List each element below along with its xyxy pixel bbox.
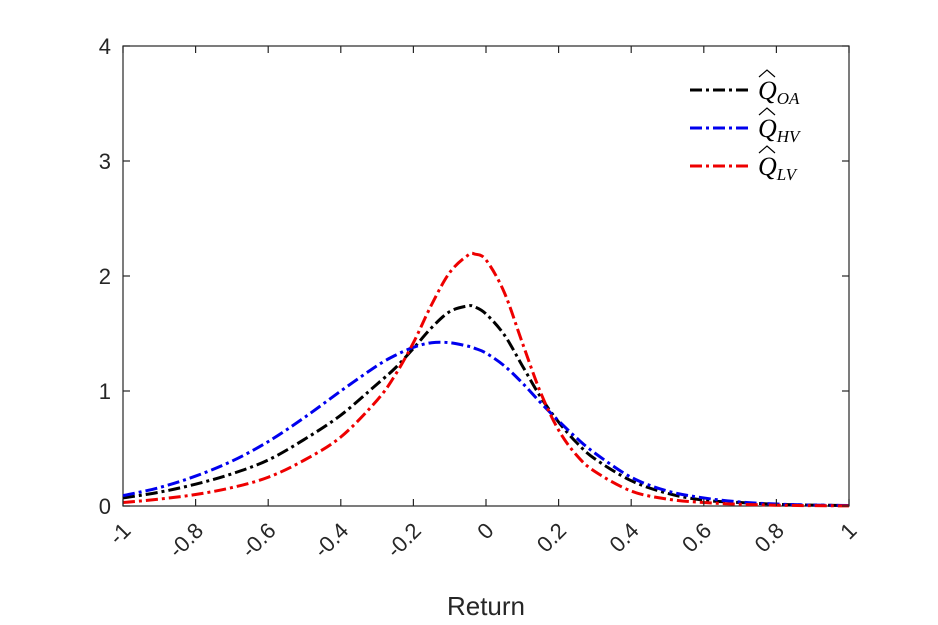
hat-accent: [758, 107, 776, 116]
hat-accent: [758, 69, 776, 78]
y-tick-label: 0: [99, 494, 111, 519]
legend-subscript: LV: [776, 165, 799, 184]
legend-symbol: Q: [758, 76, 777, 105]
x-axis-title: Return: [447, 591, 525, 621]
legend-symbol: Q: [758, 152, 777, 181]
series-line-hv: [122, 340, 850, 508]
y-tick-label: 4: [99, 34, 111, 59]
legend-entry-hv: QHV: [690, 107, 802, 146]
legend-subscript: HV: [776, 127, 802, 146]
series-layer: [122, 251, 850, 508]
series-line-lv: [122, 251, 850, 508]
axes-box: [122, 45, 850, 507]
hat-accent: [758, 145, 776, 154]
legend-entry-oa: QOA: [690, 69, 800, 108]
legend-label: QLV: [758, 152, 799, 184]
y-tick-label: 3: [99, 149, 111, 174]
legend-entry-lv: QLV: [690, 145, 799, 184]
legend-subscript: OA: [777, 89, 800, 108]
y-tick-label: 2: [99, 264, 111, 289]
legend-label: QOA: [758, 76, 800, 108]
legend-symbol: Q: [758, 114, 777, 143]
legend-label: QHV: [758, 114, 802, 146]
y-tick-label: 1: [99, 379, 111, 404]
series-line-oa: [122, 304, 850, 508]
